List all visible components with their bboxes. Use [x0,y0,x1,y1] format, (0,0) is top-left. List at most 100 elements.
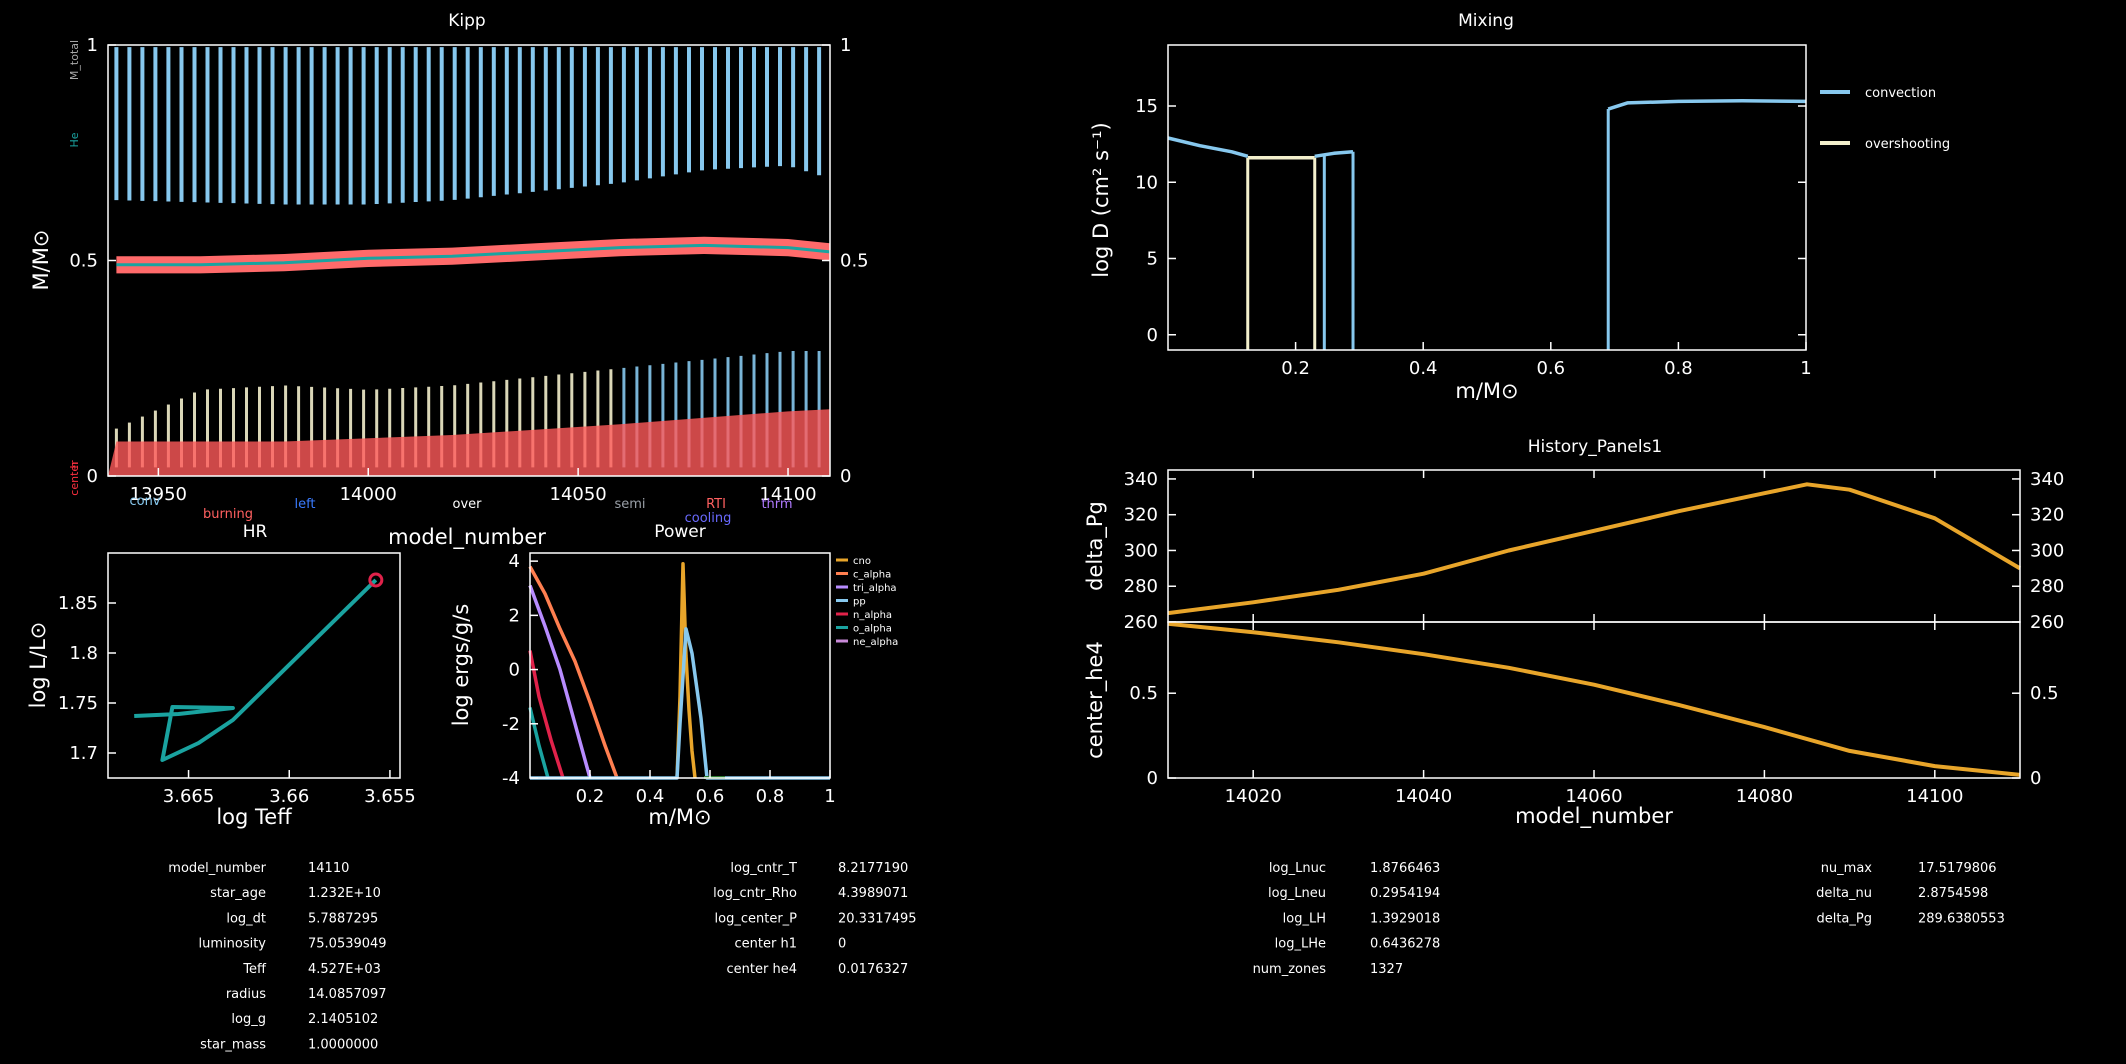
kipp-legend-conv: conv [129,494,160,509]
power-legend-cno: cno [853,556,871,567]
kipp-legend-RTI: RTI [706,497,726,512]
kipp-marker: M_total [68,40,81,80]
kipp-title: Kipp [448,11,485,31]
power-legend-pp: pp [853,597,866,608]
kipp-y-tick-left: 1 [87,35,98,56]
hr-frame [107,552,401,779]
kipp-he-core-line [116,243,831,267]
hr-y-tick: 1.85 [58,593,98,614]
history-y-tick-left: 280 [1124,576,1158,597]
kipp-marker: h [68,461,81,468]
readout-label: log_dt [226,911,266,926]
mixing-ylabel: log D (cm² s⁻¹) [1089,122,1113,277]
power-x-tick: 0.2 [576,786,605,807]
readout-label: Teff [242,962,267,977]
history-y-tick-right: 260 [2030,612,2064,633]
readout-label: log_Lneu [1268,886,1326,901]
kipp-plot: 13950 14000 14050 14100 0 0 0.5 0.5 1 1 M/M⊙ model_… [29,35,869,550]
history-x-tick: 14080 [1736,786,1793,807]
kipp-x-tick: 14100 [759,484,816,505]
readout-value: 1.232E+10 [308,886,381,901]
power-legend-c_alpha: c_alpha [853,570,891,581]
readout-label: nu_max [1821,861,1873,876]
power-n_alpha-line [528,650,565,779]
readout-value: 1.0000000 [308,1037,378,1052]
power-legend-tri_alpha: tri_alpha [853,583,897,594]
kipp-x-tick: 13950 [130,484,187,505]
history-xlabel: model_number [1515,804,1673,829]
history-x-tick: 14020 [1225,786,1282,807]
hr-x-tick: 3.655 [364,786,416,807]
readout-value: 17.5179806 [1918,861,1997,876]
kipp-x-tick: 14050 [550,484,607,505]
power-y-tick: -4 [502,768,520,789]
readout-value: 0.2954194 [1370,886,1440,901]
readout-value: 20.3317495 [838,911,917,926]
history-y-tick-right: 320 [2030,505,2064,526]
readout-value: 14110 [308,861,349,876]
readout-label: log_Lnuc [1269,861,1326,876]
history-ylabel: delta_Pg [1083,501,1108,591]
kipp-x-tick: 14000 [340,484,397,505]
kipp-legend-semi: semi [614,497,645,512]
hr-x-tick: 3.665 [163,786,215,807]
readout-value: 4.3989071 [838,886,908,901]
mixing-frame [1167,44,1807,351]
hr-title: HR [243,522,268,542]
power-tri_alpha-line [528,584,592,779]
history-title: History_Panels1 [1528,437,1663,457]
power-x-tick: 1 [824,786,835,807]
hr-xlabel: log Teff [216,805,292,829]
readout-value: 1.8766463 [1370,861,1440,876]
history-delta_Pg-line [1167,482,2022,616]
power-y-tick: 0 [509,660,520,681]
readout-label: model_number [168,861,266,876]
readout-label: log_LHe [1275,937,1326,952]
history-y-tick-right: 0 [2030,768,2041,789]
kipp-y-tick-right: 0.5 [840,251,869,272]
readout-label: log_cntr_Rho [713,886,797,901]
readout-label: delta_nu [1816,886,1872,901]
kipp-y-tick-right: 0 [840,466,851,487]
history-x-tick: 14040 [1395,786,1452,807]
power-x-tick: 0.8 [756,786,785,807]
kipp-legend-over: over [453,497,483,512]
readout-value: 8.2177190 [838,861,908,876]
kipp-ylabel: M/M⊙ [29,230,53,291]
mixing-x-tick: 0.4 [1409,358,1438,379]
readout-value: 2.1405102 [308,1012,378,1027]
kipp-y-tick-left: 0 [87,466,98,487]
history-plot: 260 260 280 280 300 300 320 320 340 340 delta_Pg 0 0… [1083,469,2064,829]
history-ylabel: center_he4 [1083,641,1108,759]
readout-value: 1327 [1370,962,1403,977]
kipp-y-tick-right: 1 [840,35,851,56]
history-x-tick: 14100 [1906,786,1963,807]
power-y-tick: 4 [509,551,520,572]
history-center_he4-line [1167,621,2021,777]
readout-value: 2.8754598 [1918,886,1988,901]
hr-y-tick: 1.7 [69,743,98,764]
power-legend-n_alpha: n_alpha [853,610,892,621]
kipp-marker: center [68,460,81,496]
readout-label: log_center_P [715,911,798,926]
mixing-convection-line [1607,98,1807,111]
hr-ylabel: log L/L⊙ [26,622,50,709]
power-y-tick: 2 [509,605,520,626]
readout-label: log_LH [1283,911,1326,926]
kipp-legend-left: left [294,497,315,512]
power-x-tick: 0.6 [696,786,725,807]
readout-label: luminosity [199,937,267,952]
kipp-xlabel: model_number [388,525,546,550]
hr-plot: 3.665 3.66 3.655 1.7 1.75 1.8 1.85 log L/L⊙ log … [26,552,416,829]
mixing-y-tick: 10 [1135,172,1158,193]
readout-value: 289.6380553 [1918,911,2005,926]
readout-value: 4.527E+03 [308,962,381,977]
readout-label: star_mass [200,1037,266,1052]
history-y-tick-left: 340 [1124,469,1158,490]
history-y-tick-right: 280 [2030,576,2064,597]
readout-label: center he4 [727,962,797,977]
power-title: Power [654,522,705,542]
readout-value: 5.7887295 [308,911,378,926]
